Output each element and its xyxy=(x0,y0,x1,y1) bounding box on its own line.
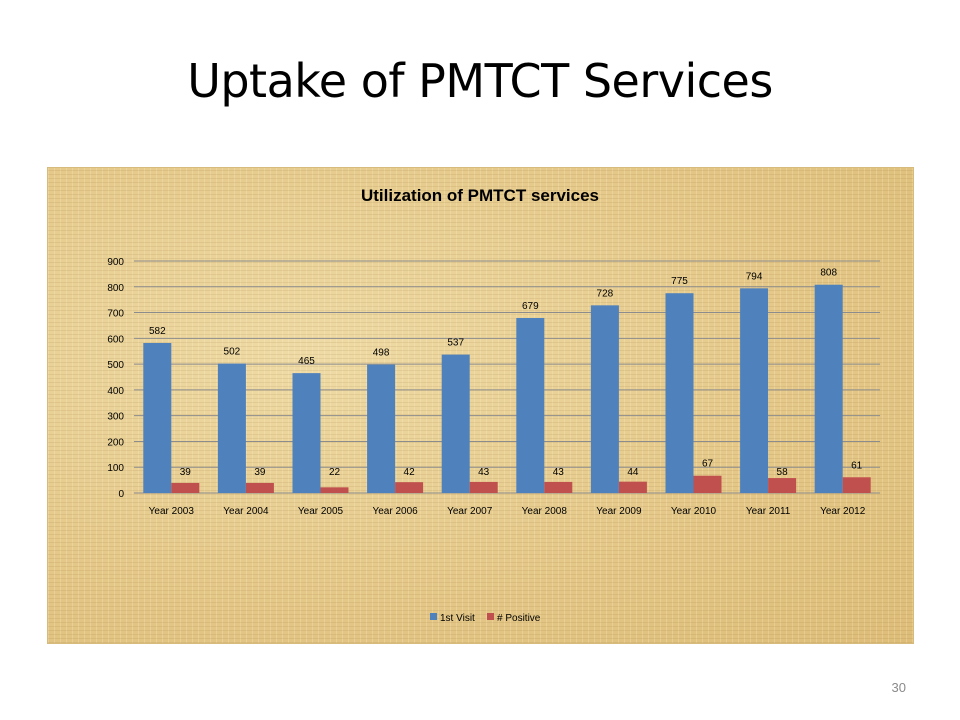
data-label: 58 xyxy=(777,467,789,478)
bar-first-visit xyxy=(590,305,619,493)
bar-first-visit xyxy=(143,342,172,493)
legend-swatch xyxy=(487,613,494,620)
data-label: 42 xyxy=(404,467,416,478)
x-tick-label: Year 2008 xyxy=(522,506,568,517)
y-tick-label: 300 xyxy=(107,412,124,423)
bar-positive xyxy=(693,475,722,493)
y-tick-label: 900 xyxy=(107,257,124,268)
data-label: 679 xyxy=(522,301,539,312)
y-tick-label: 600 xyxy=(107,334,124,345)
x-tick-label: Year 2005 xyxy=(298,506,344,517)
data-label: 498 xyxy=(373,348,390,359)
bar-chart: Utilization of PMTCT services 0 100 200 300… xyxy=(107,186,880,624)
bar-positive xyxy=(768,478,797,493)
bar-first-visit xyxy=(665,293,694,493)
gridlines xyxy=(134,260,880,494)
data-label: 44 xyxy=(627,467,639,478)
data-label: 728 xyxy=(597,288,614,299)
page-number: 30 xyxy=(891,680,906,695)
x-tick-label: Year 2012 xyxy=(820,506,866,517)
data-label: 67 xyxy=(702,459,714,470)
legend-label: 1st Visit xyxy=(440,613,475,624)
x-axis-ticks: Year 2003 Year 2004 Year 2005 Year 2006 Year… xyxy=(149,506,866,517)
y-tick-label: 200 xyxy=(107,437,124,448)
x-tick-label: Year 2011 xyxy=(746,506,791,517)
data-label: 465 xyxy=(298,356,315,367)
x-tick-label: Year 2003 xyxy=(149,506,195,517)
legend-label: # Positive xyxy=(497,613,541,624)
bar-first-visit xyxy=(292,373,321,493)
data-label: 43 xyxy=(478,467,490,478)
slide-title: Uptake of PMTCT Services xyxy=(187,54,773,108)
bar-first-visit xyxy=(367,364,396,493)
bars xyxy=(143,284,871,493)
data-label: 537 xyxy=(447,338,464,349)
x-tick-label: Year 2009 xyxy=(596,506,642,517)
data-label: 39 xyxy=(180,467,192,478)
data-label: 775 xyxy=(671,276,688,287)
bar-positive xyxy=(171,482,200,493)
bar-positive xyxy=(469,481,498,493)
y-tick-label: 400 xyxy=(107,386,124,397)
bar-first-visit xyxy=(441,354,470,493)
legend-swatch xyxy=(430,613,437,620)
x-tick-label: Year 2004 xyxy=(223,506,269,517)
data-label: 808 xyxy=(820,268,837,279)
data-label: 43 xyxy=(553,467,565,478)
y-tick-label: 700 xyxy=(107,309,124,320)
bar-positive xyxy=(544,481,573,493)
y-tick-label: 800 xyxy=(107,283,124,294)
data-label: 502 xyxy=(224,347,241,358)
legend: 1st Visit # Positive xyxy=(430,613,541,624)
data-label: 61 xyxy=(851,460,863,471)
y-tick-label: 500 xyxy=(107,360,124,371)
chart-panel: Utilization of PMTCT services 0 100 200 300… xyxy=(47,167,914,644)
bar-first-visit xyxy=(740,288,769,493)
bar-positive xyxy=(395,482,424,493)
bar-positive xyxy=(618,481,647,493)
x-tick-label: Year 2007 xyxy=(447,506,493,517)
y-axis-ticks: 0 100 200 300 400 500 600 700 800 900 xyxy=(107,257,124,500)
bar-first-visit xyxy=(217,363,246,493)
bar-first-visit xyxy=(814,284,843,493)
bar-positive xyxy=(245,482,274,493)
y-tick-label: 0 xyxy=(118,489,124,500)
data-label: 22 xyxy=(329,467,341,478)
data-label: 39 xyxy=(254,467,266,478)
data-label: 794 xyxy=(746,271,763,282)
data-labels: 582 39 502 39 465 22 498 42 537 43 679 43 728 44 775 67… xyxy=(149,268,863,478)
bar-positive xyxy=(842,477,871,493)
x-tick-label: Year 2006 xyxy=(372,506,418,517)
chart-title: Utilization of PMTCT services xyxy=(361,186,599,205)
bar-positive xyxy=(320,487,349,493)
data-label: 582 xyxy=(149,326,166,337)
y-tick-label: 100 xyxy=(107,463,124,474)
x-tick-label: Year 2010 xyxy=(671,506,717,517)
bar-first-visit xyxy=(516,317,545,493)
